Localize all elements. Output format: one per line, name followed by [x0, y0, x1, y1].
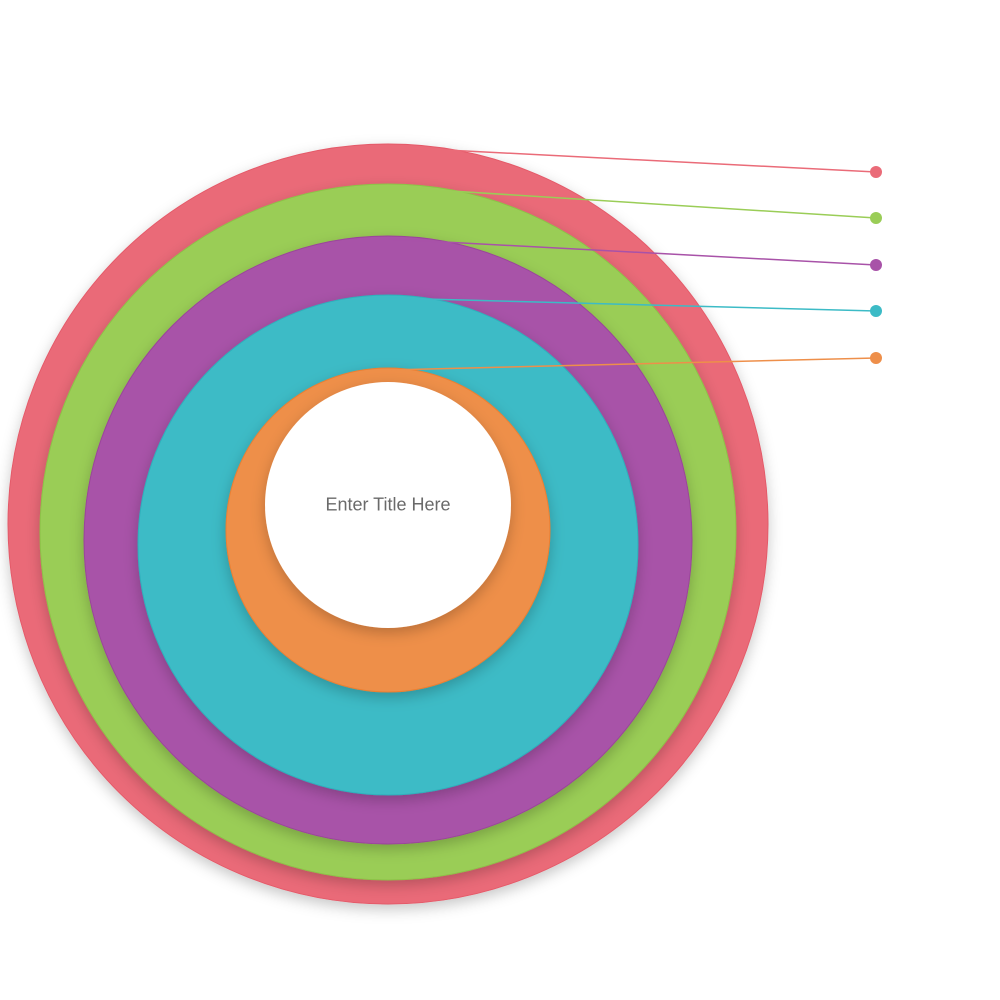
callout-orange-dot	[870, 352, 882, 364]
onion-diagram	[0, 0, 1000, 1000]
callout-magenta-dot	[870, 259, 882, 271]
callout-coral-dot	[870, 166, 882, 178]
center-title: Enter Title Here	[325, 495, 450, 516]
callout-lime-dot	[870, 212, 882, 224]
callout-teal-dot	[870, 305, 882, 317]
